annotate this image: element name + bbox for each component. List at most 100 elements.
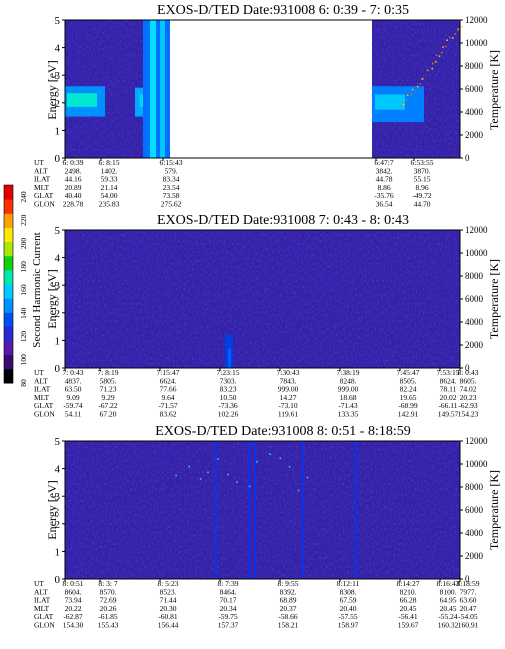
ephemeris-value: 7:23:15 bbox=[217, 368, 240, 377]
colorbar-segment bbox=[4, 227, 13, 243]
ephemeris-value: 8392. bbox=[280, 587, 297, 596]
ephemeris-value: -56.41 bbox=[398, 612, 418, 621]
ephemeris-value: 4837. bbox=[65, 376, 82, 385]
ephemeris-value: 7977. bbox=[460, 587, 477, 596]
ephemeris-value: -62.93 bbox=[458, 401, 478, 410]
colorbar: 80 100 120 140 160 180 200 220 240 bbox=[3, 184, 28, 387]
ephemeris-value: 133.35 bbox=[338, 410, 359, 419]
colorbar-label: Second Harmonic Current bbox=[31, 232, 43, 347]
ephemeris-value: 275.62 bbox=[161, 200, 182, 209]
ephemeris-value: 6624. bbox=[160, 376, 177, 385]
ephemeris-value: 44.78 bbox=[376, 175, 393, 184]
heatmap-streak bbox=[150, 20, 156, 158]
colorbar-segment bbox=[4, 326, 13, 342]
y-tick-label: 5 bbox=[55, 225, 61, 237]
ephemeris-value: -58.66 bbox=[278, 612, 298, 621]
ephemeris-value: 54.11 bbox=[65, 410, 82, 419]
data-gap bbox=[170, 20, 372, 158]
ephemeris-row-label: GLAT bbox=[34, 191, 54, 200]
heatmap-blob bbox=[67, 93, 97, 107]
ephemeris-row-label: GLON bbox=[34, 410, 55, 419]
y-tick-label: 4 bbox=[55, 253, 61, 265]
ephemeris-value: 1402. bbox=[101, 166, 118, 175]
y-tick-label: 4 bbox=[55, 43, 61, 55]
colorbar-segment bbox=[4, 284, 13, 299]
ephemeris-value: 155.43 bbox=[98, 621, 119, 630]
y-tick-label: 1 bbox=[55, 125, 61, 137]
temperature-point bbox=[248, 485, 251, 488]
temperature-point bbox=[431, 67, 433, 70]
ephemeris-row-label: ILAT bbox=[34, 385, 51, 394]
temperature-point bbox=[416, 85, 419, 88]
ephemeris-value: 67.59 bbox=[340, 596, 357, 605]
ephemeris-value: 71.44 bbox=[160, 596, 177, 605]
temperature-point bbox=[207, 471, 209, 474]
ephemeris-value: 21.14 bbox=[101, 183, 118, 192]
ephemeris-value: 36.54 bbox=[376, 200, 393, 209]
ephemeris-value: 160.32 bbox=[438, 621, 459, 630]
panel-3: EXOS-D/TED Date:931008 8: 0:51 - 8:18:59… bbox=[34, 424, 501, 630]
y-right-tick-label: 4000 bbox=[465, 107, 484, 117]
y-right-tick-label: 8000 bbox=[465, 271, 484, 281]
ephemeris-value: 83.23 bbox=[220, 385, 237, 394]
colorbar-segment bbox=[4, 255, 13, 271]
ephemeris-value: 8:18:59 bbox=[457, 579, 480, 588]
ephemeris-value: 72.69 bbox=[100, 596, 117, 605]
colorbar-tick-label: 240 bbox=[19, 191, 28, 203]
ephemeris-value: 2498. bbox=[65, 166, 82, 175]
panel-3-ylabel-right: Temperature [K] bbox=[487, 470, 501, 550]
ephemeris-value: 119.61 bbox=[278, 410, 299, 419]
ephemeris-value: 20.02 bbox=[440, 393, 457, 402]
ephemeris-value: -59.74 bbox=[63, 401, 83, 410]
temperature-point bbox=[460, 25, 463, 28]
ephemeris-value: -68.99 bbox=[398, 401, 418, 410]
panel-2: EXOS-D/TED Date:931008 7: 0:43 - 8: 0:43… bbox=[34, 213, 501, 419]
panel-1: EXOS-D/TED Date:931008 6: 0:39 - 7: 0:35… bbox=[34, 3, 501, 209]
temperature-point bbox=[442, 46, 444, 48]
y-right-tick-label: 6000 bbox=[465, 294, 484, 304]
ephemeris-value: 154.30 bbox=[63, 621, 84, 630]
temperature-point bbox=[449, 36, 451, 39]
ephemeris-value: 20.26 bbox=[100, 604, 117, 613]
ephemeris-value: 999.00 bbox=[338, 385, 359, 394]
temperature-point bbox=[445, 45, 447, 48]
ephemeris-value: 8.86 bbox=[377, 183, 390, 192]
ephemeris-value: 8: 5:23 bbox=[157, 579, 178, 588]
ephemeris-value: 158.21 bbox=[278, 621, 299, 630]
temperature-point bbox=[415, 89, 417, 92]
ephemeris-value: 102.26 bbox=[218, 410, 239, 419]
ephemeris-value: 158.97 bbox=[338, 621, 359, 630]
ephemeris-value: 14.27 bbox=[280, 393, 297, 402]
ephemeris-value: 7303. bbox=[220, 376, 237, 385]
y-right-tick-label: 6000 bbox=[465, 84, 484, 94]
ephemeris-row-label: GLON bbox=[34, 621, 55, 630]
colorbar-segment bbox=[4, 185, 13, 200]
ephemeris-value: 156.44 bbox=[158, 621, 179, 630]
panel-3-plot: 0 1 2 3 4 5 0 2000 4000 6000 8000 10000 12000 UT 8: 0:… bbox=[34, 436, 488, 630]
ephemeris-row-label: ALT bbox=[34, 166, 48, 175]
colorbar-segment bbox=[4, 213, 13, 228]
temperature-point bbox=[432, 62, 434, 65]
ephemeris-row-label: ALT bbox=[34, 376, 48, 385]
y-right-tick-label: 2000 bbox=[465, 340, 484, 350]
ephemeris-value: 20.47 bbox=[460, 604, 477, 613]
temperature-point bbox=[446, 39, 448, 41]
ephemeris-row-label: ILAT bbox=[34, 596, 51, 605]
ephemeris-value: 8624. bbox=[440, 376, 457, 385]
heatmap-blob bbox=[375, 94, 405, 110]
colorbar-segment bbox=[4, 354, 13, 370]
y-right-tick-label: 4000 bbox=[465, 528, 484, 538]
heatmap-streak bbox=[228, 348, 231, 368]
ephemeris-value: 8308. bbox=[340, 587, 357, 596]
y-tick-label: 3 bbox=[55, 280, 61, 292]
y-tick-label: 3 bbox=[55, 70, 61, 82]
panel-3-title: EXOS-D/TED Date:931008 8: 0:51 - 8:18:59 bbox=[155, 424, 410, 439]
ephemeris-value: -49.72 bbox=[412, 191, 432, 200]
ephemeris-value: 9.09 bbox=[66, 393, 79, 402]
ephemeris-value: 8605. bbox=[460, 376, 477, 385]
y-right-tick-label: 0 bbox=[465, 363, 470, 373]
y-tick-label: 1 bbox=[55, 335, 61, 347]
ephemeris-value: 8:16:43 bbox=[437, 579, 460, 588]
temperature-point bbox=[405, 99, 408, 101]
ephemeris-value: 44.70 bbox=[414, 200, 431, 209]
